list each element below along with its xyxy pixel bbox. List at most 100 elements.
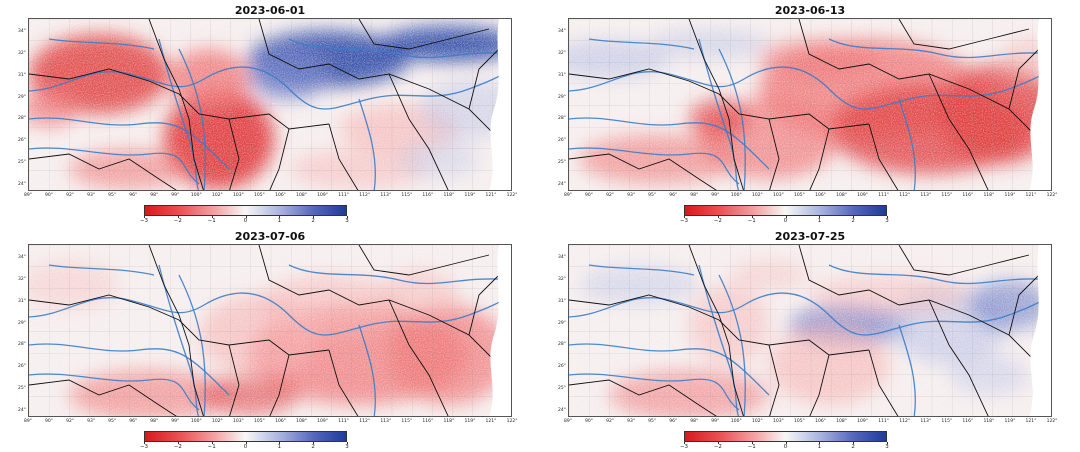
colorbar-tick-mark <box>717 216 719 218</box>
lon-tick-label: 116° <box>962 419 974 424</box>
lat-tick-label: 32° <box>558 50 566 56</box>
lon-tick-label: 93° <box>627 193 636 198</box>
lon-tick-label: 102° <box>211 419 223 424</box>
river-line <box>569 117 770 170</box>
lon-tick-label: 96° <box>129 419 138 424</box>
lat-tick-label: 26° <box>558 364 566 370</box>
river-line <box>569 147 740 185</box>
lat-tick-label: 29° <box>558 320 566 326</box>
lon-tick-label: 113° <box>920 193 932 198</box>
lon-tick-label: 103° <box>773 193 784 198</box>
colorbar-tick-mark <box>751 216 753 218</box>
lon-tick-label: 119° <box>1004 193 1016 198</box>
colorbar-tick-mark <box>313 216 315 218</box>
pixel-noise <box>569 245 1051 416</box>
province-boundary <box>468 274 500 336</box>
colorbar-tick-mark <box>684 216 685 218</box>
river-line <box>48 264 155 276</box>
river-line <box>828 38 1051 59</box>
panel-title: 2023-07-06 <box>234 230 306 243</box>
map-panel: 2023-07-25 34° 32° 31° 29° 28° 26° 25° 24° 89° 90°… <box>540 226 1080 452</box>
lon-tick-label: 121° <box>1025 419 1037 424</box>
lon-tick-label: 106° <box>275 419 286 424</box>
sea-area <box>489 19 511 190</box>
colorbar-tick-label: −3 <box>139 444 149 450</box>
map-panel: 2023-06-01 34° 32° 31° 29° 28° 26° 25° 24° 89° 90°… <box>0 0 540 226</box>
river-line <box>588 38 695 50</box>
river-line <box>288 38 511 59</box>
lat-tick-label: 24° <box>558 408 566 413</box>
colorbar-tick-label: 2 <box>851 444 855 450</box>
lon-tick-label: 95° <box>108 193 117 198</box>
lat-tick-label: 31° <box>558 298 566 304</box>
lon-tick-label: 118° <box>983 193 995 198</box>
colorbar-tick-mark <box>887 216 888 218</box>
map-frame <box>568 244 1052 417</box>
colorbar-tick-label: 3 <box>345 444 349 450</box>
lat-tick-label: 28° <box>18 342 26 348</box>
lon-tick-label: 98° <box>150 419 159 424</box>
lat-tick-label: 26° <box>18 138 26 144</box>
lon-tick-label: 113° <box>920 419 932 424</box>
river-line <box>29 117 230 170</box>
lat-tick-label: 32° <box>18 276 26 282</box>
province-boundary <box>768 344 780 416</box>
lon-tick-label: 96° <box>669 193 678 198</box>
colorbar-tick-label: −1 <box>747 444 756 450</box>
province-boundary <box>569 294 870 356</box>
lon-tick-label: 100° <box>730 419 742 424</box>
anomaly-map <box>569 19 1051 190</box>
colorbar-tick-mark <box>313 442 315 444</box>
colorbar-tick-label: 0 <box>243 444 248 450</box>
lon-tick-label: 115° <box>401 419 413 424</box>
lon-tick-label: 100° <box>730 193 742 198</box>
lat-tick-label: 34° <box>558 255 566 260</box>
colorbar-tick-label: 3 <box>885 444 889 450</box>
province-boundary <box>1008 274 1040 336</box>
lon-tick-label: 121° <box>485 419 497 424</box>
colorbar-tick-mark <box>279 216 281 218</box>
colorbar-tick-label: −3 <box>679 218 689 224</box>
province-boundary <box>868 123 899 190</box>
river-line <box>718 48 746 190</box>
lon-tick-label: 89° <box>564 193 572 198</box>
lon-tick-label: 95° <box>108 419 117 424</box>
lat-tick-label: 24° <box>18 408 26 413</box>
colorbar-tick-label: 3 <box>345 218 349 224</box>
panel-title: 2023-07-25 <box>774 230 846 243</box>
sea-area <box>1029 19 1051 190</box>
lon-tick-label: 111° <box>338 419 350 424</box>
map-frame <box>568 18 1052 191</box>
lat-tick-label: 24° <box>558 182 566 187</box>
lat-tick-label: 29° <box>18 320 26 326</box>
lon-tick-label: 122° <box>1046 419 1058 424</box>
lon-tick-label: 119° <box>464 193 476 198</box>
lon-tick-label: 118° <box>983 419 995 424</box>
lon-tick-label: 102° <box>751 193 763 198</box>
lon-tick-label: 90° <box>585 419 594 424</box>
province-boundary <box>328 123 359 190</box>
lon-tick-label: 99° <box>711 193 720 198</box>
lat-tick-label: 28° <box>18 116 26 122</box>
lon-tick-label: 96° <box>669 419 678 424</box>
sea-area <box>1029 245 1051 416</box>
lon-tick-label: 108° <box>296 193 307 198</box>
lat-tick-label: 25° <box>558 386 566 392</box>
colorbar-tick-mark <box>347 442 348 444</box>
colorbar-tick-label: 0 <box>783 218 788 224</box>
lat-tick-label: 26° <box>558 138 566 144</box>
lon-tick-label: 121° <box>1025 193 1037 198</box>
province-boundary <box>898 245 1030 276</box>
province-boundary <box>228 118 240 190</box>
colorbar-tick-mark <box>887 442 888 444</box>
lon-tick-label: 90° <box>45 419 54 424</box>
lat-tick-label: 25° <box>18 160 26 166</box>
lat-tick-label: 28° <box>558 342 566 348</box>
lon-tick-label: 92° <box>66 193 75 198</box>
lon-tick-label: 103° <box>773 419 784 424</box>
lon-tick-label: 115° <box>941 193 953 198</box>
lon-tick-label: 92° <box>606 419 615 424</box>
lon-tick-label: 93° <box>87 419 96 424</box>
lon-tick-label: 112° <box>899 419 911 424</box>
colorbar-tick-label: 2 <box>311 218 315 224</box>
